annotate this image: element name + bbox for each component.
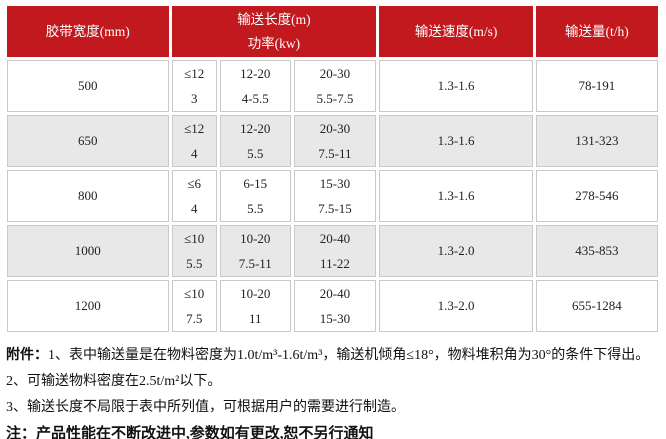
capacity-cell: 131-323 <box>535 115 658 167</box>
table-row: 1000 ≤10 5.5 10-20 7.5-11 20-40 11-22 1.… <box>7 225 658 277</box>
note-line-3: 3、输送长度不局限于表中所列值，可根据用户的需要进行制造。 <box>6 395 660 421</box>
length-power-cell: ≤12 4 <box>171 115 217 167</box>
length-value: ≤6 <box>187 176 202 191</box>
belt-width-cell: 650 <box>7 115 169 167</box>
length-power-cell: 20-30 5.5-7.5 <box>293 60 377 112</box>
power-value: 15-30 <box>319 311 351 326</box>
speed-cell: 1.3-2.0 <box>379 280 533 332</box>
header-capacity: 输送量(t/h) <box>535 6 658 57</box>
length-power-cell: ≤10 7.5 <box>171 280 217 332</box>
notes-label: 附件： <box>6 348 48 363</box>
capacity-cell: 278-546 <box>535 170 658 222</box>
length-value: ≤12 <box>184 66 205 81</box>
length-value: 12-20 <box>240 121 271 136</box>
power-value: 5.5 <box>186 256 203 271</box>
header-speed: 输送速度(m/s) <box>379 6 533 57</box>
header-capacity-label: 输送量(t/h) <box>565 23 629 39</box>
length-value: 20-40 <box>319 231 351 246</box>
power-value: 7.5-15 <box>318 201 352 216</box>
power-value: 7.5-11 <box>238 256 272 271</box>
length-power-cell: 12-20 5.5 <box>219 115 291 167</box>
length-value: 10-20 <box>240 231 271 246</box>
note-line-1: 附件：1、表中输送量是在物料密度为1.0t/m³-1.6t/m³，输送机倾角≤1… <box>6 343 660 369</box>
speed-cell: 1.3-1.6 <box>379 60 533 112</box>
header-power-label: 功率(kw) <box>247 35 301 51</box>
belt-width-cell: 500 <box>7 60 169 112</box>
capacity-cell: 435-853 <box>535 225 658 277</box>
length-value: 15-30 <box>319 176 351 191</box>
speed-cell: 1.3-2.0 <box>379 225 533 277</box>
length-value: 20-30 <box>319 121 351 136</box>
note-2-text: 2、可输送物料密度在2.5t/m²以下。 <box>6 374 222 389</box>
belt-width-cell: 800 <box>7 170 169 222</box>
length-power-cell: ≤6 4 <box>171 170 217 222</box>
length-value: ≤10 <box>184 231 205 246</box>
header-belt-width: 胶带宽度(mm) <box>7 6 169 57</box>
table-row: 1200 ≤10 7.5 10-20 11 20-40 15-30 1.3-2.… <box>7 280 658 332</box>
length-power-cell: 10-20 7.5-11 <box>219 225 291 277</box>
table-row: 650 ≤12 4 12-20 5.5 20-30 7.5-11 1.3-1.6… <box>7 115 658 167</box>
length-power-cell: ≤10 5.5 <box>171 225 217 277</box>
power-value: 3 <box>190 91 198 106</box>
power-value: 7.5 <box>186 311 203 326</box>
length-value: ≤10 <box>184 286 205 301</box>
header-length-label: 输送长度(m) <box>237 11 311 27</box>
length-value: 6-15 <box>243 176 268 191</box>
power-value: 5.5 <box>247 146 264 161</box>
note-4-text: 注：产品性能在不断改进中,参数如有更改,恕不另行通知 <box>6 426 374 439</box>
length-value: ≤12 <box>184 121 205 136</box>
note-line-2: 2、可输送物料密度在2.5t/m²以下。 <box>6 369 660 395</box>
length-power-cell: ≤12 3 <box>171 60 217 112</box>
length-value: 20-40 <box>319 286 351 301</box>
capacity-cell: 655-1284 <box>535 280 658 332</box>
length-value: 10-20 <box>240 286 271 301</box>
header-belt-width-label: 胶带宽度(mm) <box>45 23 130 39</box>
table-row: 800 ≤6 4 6-15 5.5 15-30 7.5-15 1.3-1.6 2… <box>7 170 658 222</box>
note-3-text: 3、输送长度不局限于表中所列值，可根据用户的需要进行制造。 <box>6 400 405 415</box>
length-value: 12-20 <box>240 66 271 81</box>
belt-width-cell: 1000 <box>7 225 169 277</box>
power-value: 4-5.5 <box>241 91 269 106</box>
speed-cell: 1.3-1.6 <box>379 170 533 222</box>
length-power-cell: 15-30 7.5-15 <box>293 170 377 222</box>
power-value: 4 <box>190 146 198 161</box>
length-power-cell: 6-15 5.5 <box>219 170 291 222</box>
length-power-cell: 20-30 7.5-11 <box>293 115 377 167</box>
belt-width-cell: 1200 <box>7 280 169 332</box>
table-header-row: 胶带宽度(mm) 输送长度(m) 功率(kw) 输送速度(m/s) 输送量(t/… <box>7 6 658 57</box>
power-value: 11-22 <box>320 256 350 271</box>
length-power-cell: 10-20 11 <box>219 280 291 332</box>
note-line-4: 注：产品性能在不断改进中,参数如有更改,恕不另行通知 <box>6 421 660 439</box>
length-power-cell: 20-40 15-30 <box>293 280 377 332</box>
notes-section: 附件：1、表中输送量是在物料密度为1.0t/m³-1.6t/m³，输送机倾角≤1… <box>4 335 662 439</box>
header-length-power: 输送长度(m) 功率(kw) <box>171 6 377 57</box>
conveyor-spec-table: 胶带宽度(mm) 输送长度(m) 功率(kw) 输送速度(m/s) 输送量(t/… <box>4 3 661 335</box>
length-value: 20-30 <box>319 66 351 81</box>
length-power-cell: 12-20 4-5.5 <box>219 60 291 112</box>
table-row: 500 ≤12 3 12-20 4-5.5 20-30 5.5-7.5 1.3-… <box>7 60 658 112</box>
power-value: 11 <box>249 311 262 326</box>
capacity-cell: 78-191 <box>535 60 658 112</box>
speed-cell: 1.3-1.6 <box>379 115 533 167</box>
power-value: 5.5-7.5 <box>316 91 354 106</box>
note-1-text: 1、表中输送量是在物料密度为1.0t/m³-1.6t/m³，输送机倾角≤18°，… <box>48 348 650 363</box>
power-value: 7.5-11 <box>318 146 352 161</box>
power-value: 5.5 <box>247 201 264 216</box>
length-power-cell: 20-40 11-22 <box>293 225 377 277</box>
header-speed-label: 输送速度(m/s) <box>414 23 498 39</box>
power-value: 4 <box>190 201 198 216</box>
